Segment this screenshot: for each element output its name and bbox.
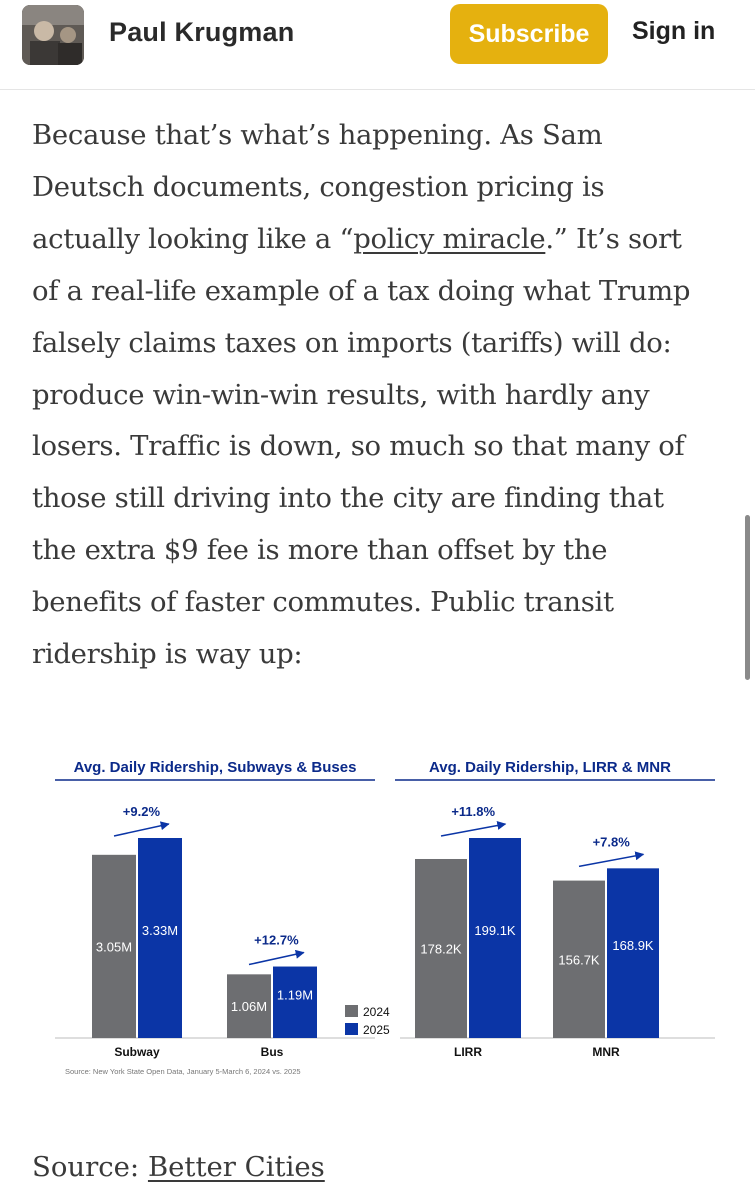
change-arrow-icon [578, 851, 645, 868]
change-label: +12.7% [254, 933, 299, 948]
legend-swatch-2025 [345, 1023, 358, 1035]
bar-value-label: 1.19M [277, 987, 313, 1002]
bar-value-label: 3.05M [96, 939, 132, 954]
bar-2025-mnr [607, 868, 659, 1038]
change-label: +9.2% [123, 804, 161, 819]
chart-source-note: Source: New York State Open Data, Januar… [65, 1067, 301, 1076]
bar-value-label: 3.33M [142, 923, 178, 938]
article-line: those still driving into the city are fi… [32, 482, 664, 515]
avatar-photo-icon [22, 5, 84, 65]
category-label: LIRR [454, 1045, 482, 1059]
category-label: Subway [114, 1045, 160, 1059]
bar-2025-subway [138, 838, 182, 1038]
article-line: actually looking like a “policy miracle.… [32, 214, 732, 266]
article-line: ridership is way up: [32, 638, 303, 671]
source-line: Source: Better Cities [32, 1151, 325, 1183]
legend-label: 2025 [363, 1023, 390, 1037]
better-cities-link[interactable]: Better Cities [147, 1151, 325, 1183]
bar-value-label: 168.9K [612, 938, 654, 953]
category-label: MNR [592, 1045, 620, 1059]
article-text: actually looking like a “ [32, 222, 354, 255]
ridership-charts: Avg. Daily Ridership, Subways & Buses 3.0… [55, 759, 715, 1076]
article-line: Deutsch documents, congestion pricing is [32, 170, 605, 203]
legend-swatch-2024 [345, 1005, 358, 1017]
bar-2024-subway [92, 854, 136, 1038]
change-arrow-icon [248, 949, 305, 966]
bar-2025-lirr [469, 838, 521, 1038]
bar-2025-bus [273, 966, 317, 1038]
article-line: benefits of faster commutes. Public tran… [32, 586, 614, 619]
ridership-chart-image: Avg. Daily Ridership, Subways & Buses 3.0… [55, 750, 735, 1090]
change-arrow-icon [113, 821, 170, 837]
author-avatar[interactable] [22, 5, 84, 65]
scrollbar-thumb[interactable] [745, 515, 750, 680]
article-line: the extra $9 fee is more than offset by … [32, 534, 608, 567]
change-label: +11.8% [451, 804, 495, 819]
article-line: Because that’s what’s happening. As Sam [32, 119, 603, 151]
bar-value-label: 199.1K [474, 923, 516, 938]
article-line: produce win-win-win results, with hardly… [32, 378, 650, 411]
bar-2024-lirr [415, 858, 467, 1038]
bar-2024-mnr [553, 880, 605, 1038]
sign-in-link[interactable]: Sign in [632, 17, 716, 45]
legend-label: 2024 [363, 1005, 390, 1019]
source-prefix: Source: [32, 1151, 148, 1183]
bar-value-label: 178.2K [420, 941, 462, 956]
change-arrow-icon [440, 821, 507, 837]
author-name[interactable]: Paul Krugman [109, 17, 295, 47]
bar-2024-bus [227, 974, 271, 1038]
chart-title: Avg. Daily Ridership, LIRR & MNR [429, 759, 671, 776]
category-label: Bus [261, 1045, 284, 1059]
article-line: losers. Traffic is down, so much so that… [32, 430, 685, 463]
site-header: Paul Krugman Subscribe Sign in [0, 0, 755, 90]
article-line: falsely claims taxes on imports (tariffs… [32, 326, 672, 359]
bar-value-label: 156.7K [558, 952, 600, 967]
article-line: of a real-life example of a tax doing wh… [32, 274, 691, 307]
article-body: Because that’s what’s happening. As Sam … [32, 110, 732, 681]
chart-title: Avg. Daily Ridership, Subways & Buses [74, 759, 357, 776]
article-text: .” It’s sort [545, 222, 682, 255]
policy-miracle-link[interactable]: policy miracle [353, 222, 546, 255]
change-label: +7.8% [593, 834, 631, 849]
bar-value-label: 1.06M [231, 999, 267, 1014]
subscribe-button[interactable]: Subscribe [450, 4, 608, 64]
